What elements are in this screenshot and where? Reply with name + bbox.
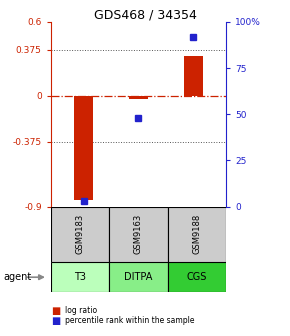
Bar — [74, 96, 93, 201]
Text: log ratio: log ratio — [65, 306, 97, 315]
Text: GSM9188: GSM9188 — [193, 214, 202, 254]
Text: GDS468 / 34354: GDS468 / 34354 — [94, 8, 196, 22]
Text: percentile rank within the sample: percentile rank within the sample — [65, 317, 195, 325]
Bar — [109, 207, 168, 262]
Text: CGS: CGS — [187, 272, 207, 282]
Bar — [51, 262, 109, 292]
Text: ■: ■ — [51, 306, 60, 316]
Text: GSM9183: GSM9183 — [75, 214, 84, 254]
Text: agent: agent — [3, 272, 31, 282]
Bar — [109, 262, 168, 292]
Bar — [129, 96, 148, 99]
Text: T3: T3 — [74, 272, 86, 282]
Bar — [51, 207, 109, 262]
Bar — [168, 207, 226, 262]
Bar — [184, 56, 203, 96]
Text: ■: ■ — [51, 316, 60, 326]
Text: DITPA: DITPA — [124, 272, 153, 282]
Bar — [168, 262, 226, 292]
Text: GSM9163: GSM9163 — [134, 214, 143, 254]
